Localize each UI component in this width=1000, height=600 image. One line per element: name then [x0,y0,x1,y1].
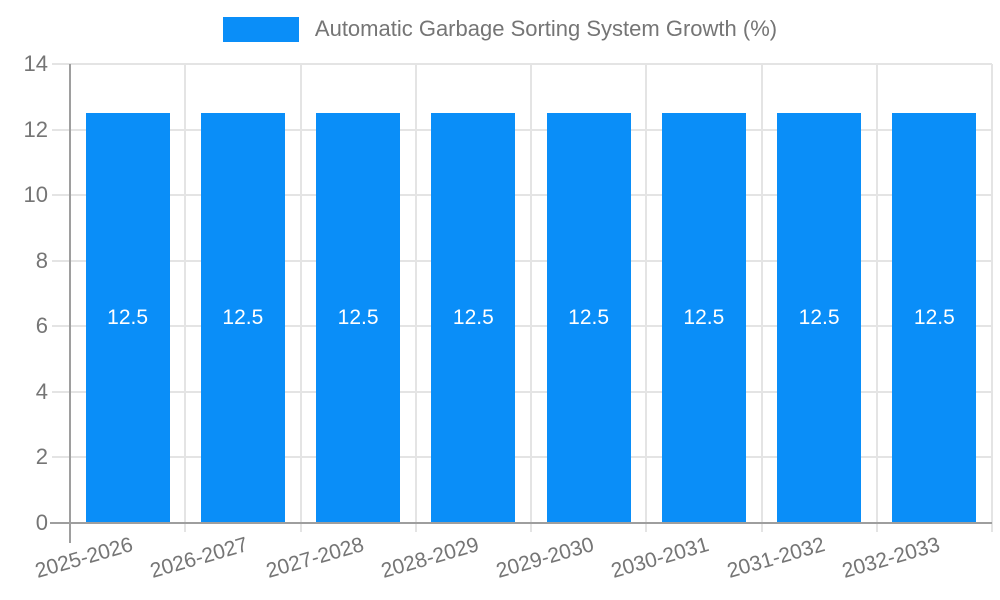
legend-label: Automatic Garbage Sorting System Growth … [314,16,778,41]
bar-value-label: 12.5 [683,306,725,330]
bar-value-label: 12.5 [107,306,149,330]
bar-value-label: 12.5 [337,306,379,330]
x-gridline [991,64,993,523]
x-gridline [875,64,878,523]
y-axis-label: 2 [35,444,48,470]
x-tick [530,523,532,532]
bar: 12.5 [85,113,170,523]
y-tick [52,259,70,262]
x-gridline [530,64,532,523]
x-axis-label: 2026-2027 [148,533,251,583]
x-axis-line [50,522,992,524]
y-tick [52,194,70,197]
x-axis-label: 2030-2031 [609,533,712,583]
legend: Automatic Garbage Sorting System Growth … [0,16,1000,42]
y-axis-label: 8 [35,247,48,273]
x-axis-label: 2027-2028 [263,533,367,583]
x-tick [184,523,187,532]
x-tick [991,523,993,532]
x-tick [875,523,878,532]
y-axis-label: 10 [23,182,48,208]
y-tick [52,456,70,459]
bar: 12.5 [777,113,862,523]
y-axis-label: 12 [23,116,48,142]
y-tick [52,128,70,131]
x-axis-label: 2031-2032 [724,533,828,583]
legend-swatch [222,16,299,42]
bar: 12.5 [546,113,631,523]
x-tick [760,523,763,532]
x-gridline [645,64,648,523]
x-axis-label: 2029-2030 [493,533,597,583]
bar: 12.5 [892,113,977,523]
y-axis-label: 0 [35,510,48,535]
bar: 12.5 [316,113,401,523]
bar-value-label: 12.5 [913,306,955,330]
y-axis-line [69,64,71,543]
y-tick [52,63,70,65]
x-gridline [760,64,763,523]
x-tick [414,523,417,532]
y-tick [52,390,70,393]
x-axis-label: 2028-2029 [378,533,482,583]
bar: 12.5 [661,113,746,523]
bar-value-label: 12.5 [222,306,264,330]
x-axis-label: 2025-2026 [32,533,136,583]
bar: 12.5 [431,113,516,523]
y-tick [52,325,70,328]
bar-value-label: 12.5 [452,306,494,330]
y-axis-label: 6 [35,313,48,339]
x-tick [299,523,302,532]
x-axis-label: 2032-2033 [839,533,943,583]
bar-value-label: 12.5 [798,306,840,330]
x-gridline [184,64,187,523]
x-gridline [414,64,417,523]
y-axis-label: 4 [35,378,48,404]
bar-value-label: 12.5 [568,306,610,330]
y-axis-label: 14 [23,51,48,76]
bar: 12.5 [200,113,285,523]
x-tick [645,523,648,532]
x-gridline [299,64,302,523]
